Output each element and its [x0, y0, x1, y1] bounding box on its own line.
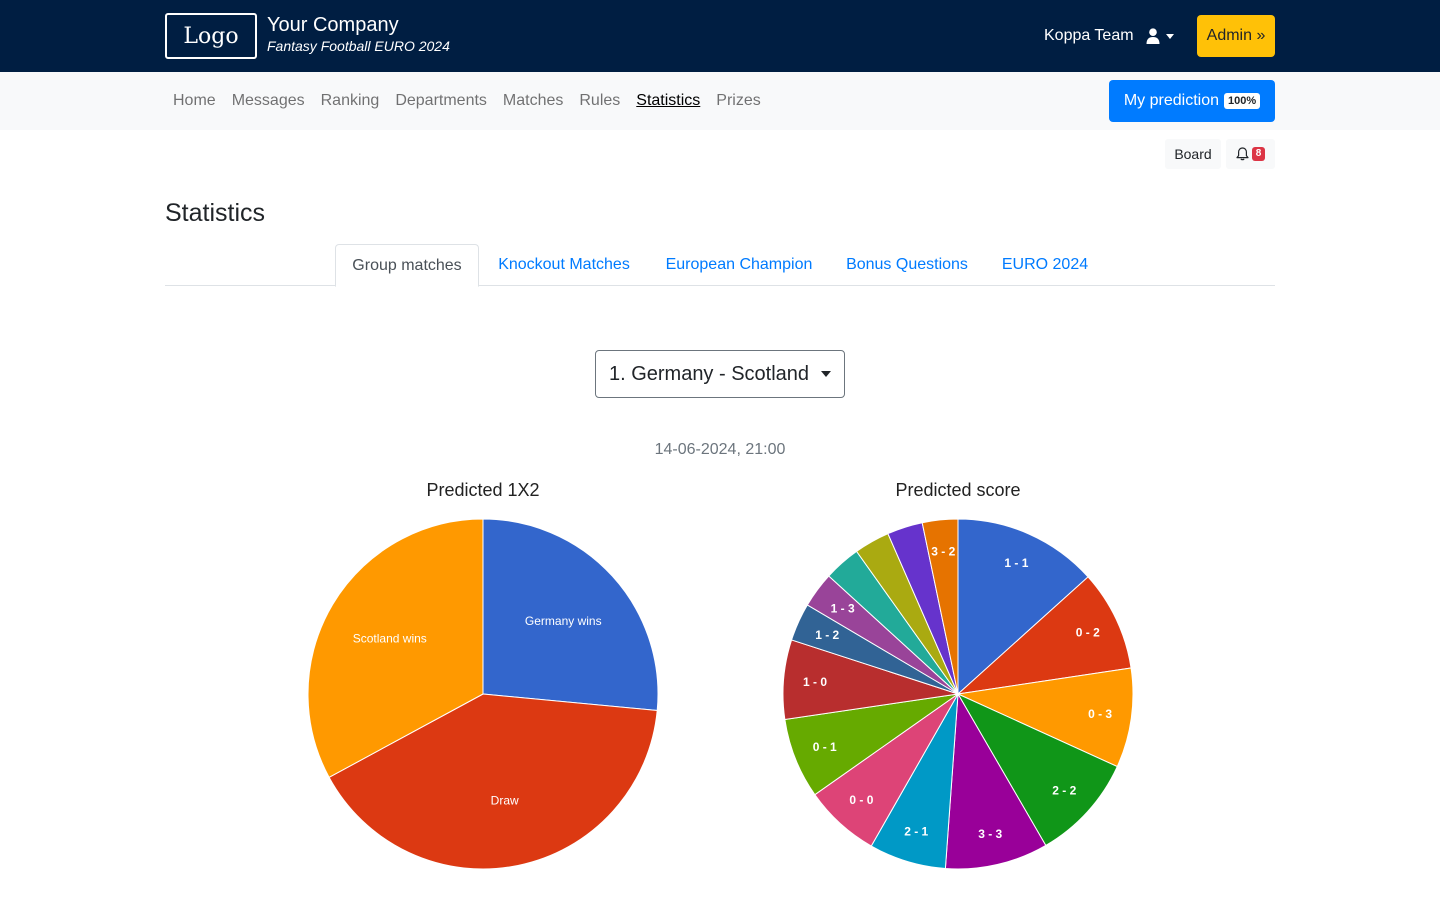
nav-links: Home Messages Ranking Departments Matches Rul… [165, 72, 769, 130]
main-nav: Home Messages Ranking Departments Matches Rul… [0, 72, 1440, 130]
match-select-value: 1. Germany - Scotland [608, 362, 810, 385]
pie-slice-3-2[interactable] [921, 518, 959, 695]
nav-item-statistics[interactable]: Statistics [636, 92, 701, 109]
chevron-down-icon [1166, 33, 1174, 39]
pie-label-draw: Draw [491, 793, 519, 807]
pie-label-1-3: 1 - 3 [831, 602, 855, 616]
pie-slice-scotland-wins[interactable] [307, 518, 484, 779]
pie-chart-score: 1 - 1 0 - 2 0 - 3 2 - 2 3 - 3 2 - 1 0 - 0 0 - 1… [782, 518, 1134, 870]
pie-slice-0-3[interactable] [956, 667, 1134, 768]
nav-item-messages[interactable]: Messages [231, 92, 305, 109]
tab-euro-2024[interactable]: EURO 2024 [1001, 256, 1089, 273]
tab-bonus-questions[interactable]: Bonus Questions [846, 256, 968, 273]
pie-label-1-1: 1 - 1 [1004, 556, 1028, 570]
user-icon [1146, 28, 1160, 44]
admin-button[interactable]: Admin » [1197, 15, 1275, 57]
nav-item-prizes[interactable]: Prizes [716, 92, 761, 109]
pie-label-scotland-wins: Scotland wins [353, 631, 427, 645]
nav-item-ranking[interactable]: Ranking [320, 92, 380, 109]
notifications-button[interactable]: 8 [1226, 139, 1275, 169]
tab-group-matches[interactable]: Group matches [335, 244, 479, 287]
pie-slice-2-2[interactable] [956, 692, 1118, 847]
pie-label-0-3: 0 - 3 [1088, 707, 1112, 721]
page-title: Statistics [165, 199, 266, 227]
company-subtitle: Fantasy Football EURO 2024 [267, 38, 450, 54]
company-name: Your Company [267, 14, 399, 36]
chevron-down-icon [821, 371, 832, 377]
pie-slice-3-3[interactable] [944, 692, 1047, 870]
pie-chart-1x2: Germany wins Draw Scotland wins [307, 518, 659, 870]
pie-label-0-1: 0 - 1 [813, 740, 837, 754]
chart-title-1x2: Predicted 1X2 [426, 480, 540, 500]
logo[interactable]: Logo [165, 13, 257, 59]
match-date: 14-06-2024, 21:00 [654, 441, 786, 458]
nav-item-rules[interactable]: Rules [579, 92, 621, 109]
tab-knockout-matches[interactable]: Knockout Matches [498, 256, 630, 273]
nav-item-matches[interactable]: Matches [502, 92, 564, 109]
company-block: Your Company Fantasy Football EURO 2024 [267, 13, 450, 55]
nav-item-departments[interactable]: Departments [395, 92, 487, 109]
team-name: Koppa Team [1044, 27, 1134, 44]
pie-label-1-2: 1 - 2 [815, 628, 839, 642]
my-prediction-label: My prediction [1123, 92, 1219, 109]
board-button[interactable]: Board [1165, 139, 1221, 169]
user-menu-toggle[interactable] [1146, 24, 1184, 48]
pie-slice-1-1[interactable] [957, 518, 1089, 696]
pie-label-2-1: 2 - 1 [904, 824, 928, 838]
pie-slice-germany-wins[interactable] [482, 518, 659, 712]
pie-slice-draw[interactable] [328, 693, 658, 870]
my-prediction-button[interactable]: My prediction 100% [1109, 80, 1275, 122]
top-header: Logo Your Company Fantasy Football EURO … [0, 0, 1440, 72]
pie-label-3-3: 3 - 3 [978, 827, 1002, 841]
statistics-tabs: Group matches Knockout Matches European … [165, 244, 1275, 287]
pie-label-0-0: 0 - 0 [849, 793, 873, 807]
tab-european-champion[interactable]: European Champion [665, 256, 813, 273]
pie-label-0-2: 0 - 2 [1076, 626, 1100, 640]
pie-label-3-2: 3 - 2 [931, 544, 955, 558]
notification-count-badge: 8 [1251, 147, 1266, 161]
pie-label-2-2: 2 - 2 [1052, 783, 1076, 797]
pie-label-1-0: 1 - 0 [803, 675, 827, 689]
nav-item-home[interactable]: Home [173, 92, 216, 109]
chart-title-score: Predicted score [895, 480, 1021, 500]
match-select-dropdown[interactable]: 1. Germany - Scotland [595, 350, 845, 398]
bell-icon [1236, 147, 1249, 161]
pie-label-germany-wins: Germany wins [525, 614, 602, 628]
prediction-progress-badge: 100% [1224, 93, 1261, 109]
pie-slice-0-2[interactable] [956, 576, 1132, 695]
